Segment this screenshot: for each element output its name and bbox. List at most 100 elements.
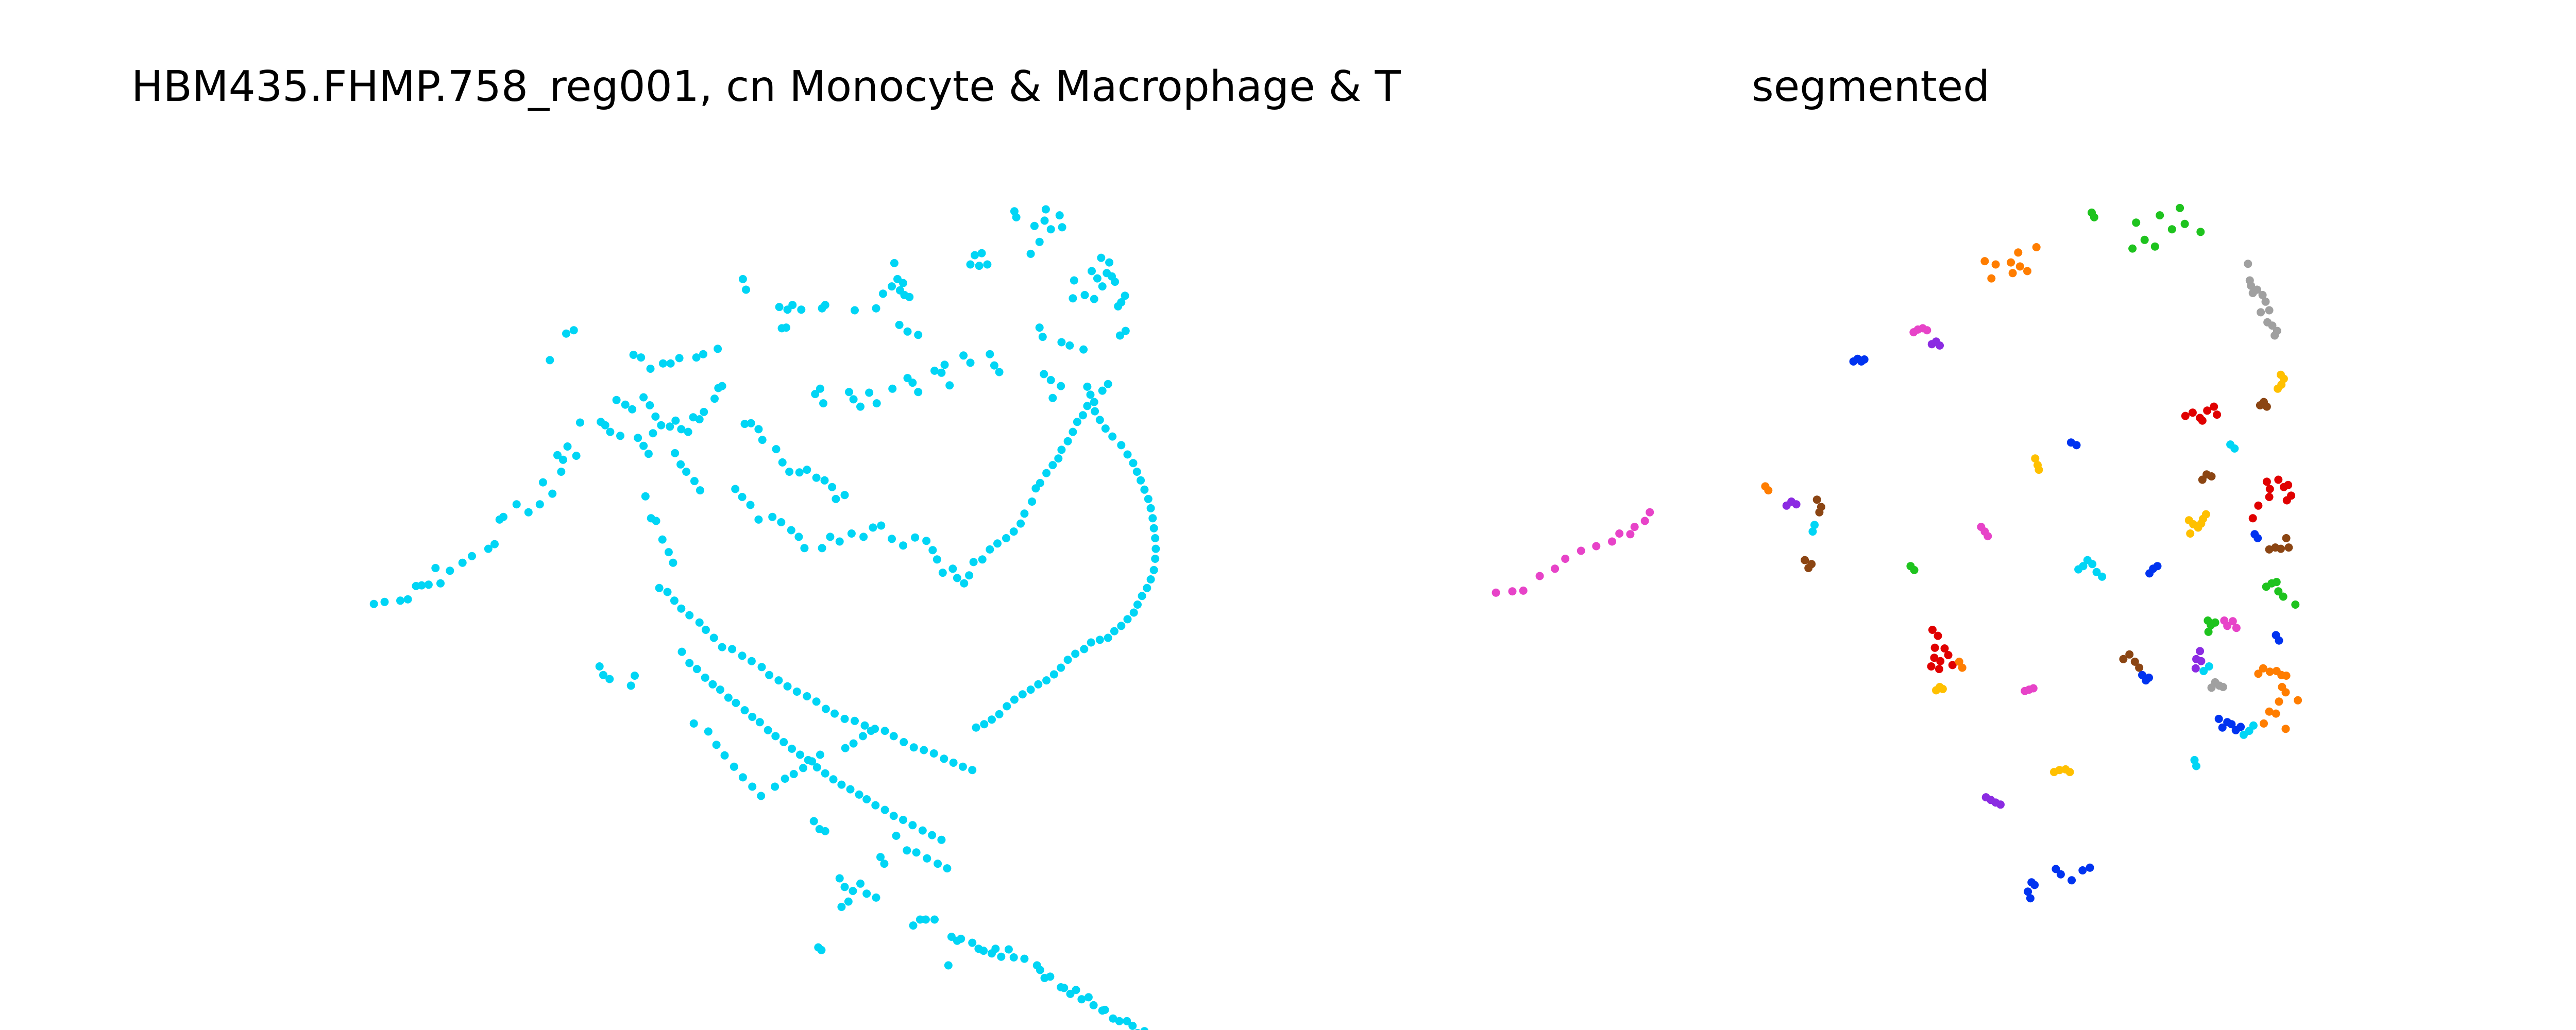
scatter-point [1009,527,1018,536]
scatter-point [730,762,738,771]
scatter-point [2119,655,2128,663]
scatter-point [2153,562,2162,571]
scatter-point [538,478,547,487]
scatter-point [1087,638,1095,647]
scatter-point [558,455,567,464]
scatter-point [2265,707,2274,716]
scatter-point [2031,454,2040,463]
scatter-point [1146,504,1155,512]
scatter-point [993,539,1002,548]
scatter-point [960,579,969,588]
scatter-point [928,546,937,555]
scatter-point [940,754,948,763]
scatter-point [1036,966,1044,974]
scatter-point [959,351,968,360]
scatter-point [2055,766,2064,775]
scatter-point [1091,407,1099,416]
scatter-point [821,769,829,778]
scatter-point [795,750,804,759]
scatter-point [909,921,918,930]
scatter-point [828,483,837,491]
scatter-point [1042,676,1051,685]
series-1-0 [2088,203,2205,253]
scatter-point [1608,537,1616,546]
scatter-point [708,680,717,689]
scatter-point [1065,341,1074,350]
scatter-point [1080,290,1089,299]
scatter-point [1123,1017,1131,1025]
scatter-point [844,897,853,906]
scatter-point [921,915,930,924]
scatter-point [2254,670,2263,678]
scatter-point [979,947,988,955]
scatter-point [1089,1001,1098,1009]
scatter-point [914,388,923,397]
scatter-point [424,580,433,589]
scatter-point [2274,475,2283,484]
scatter-point [675,354,684,363]
scatter-point [2192,762,2200,770]
scatter-point [811,390,820,399]
scatter-point [821,301,829,310]
scatter-point [2035,466,2043,474]
series-1-46 [1981,793,2005,809]
scatter-point [1100,1005,1109,1014]
scatter-point [849,395,858,404]
scatter-point [755,718,764,727]
scatter-point [862,889,871,898]
scatter-point [616,432,624,440]
scatter-point [738,651,747,660]
scatter-point [2205,662,2213,671]
series-1-8 [2181,402,2222,425]
scatter-point [1083,382,1092,391]
scatter-point [930,366,939,375]
scatter-point [890,259,899,267]
scatter-point [575,418,584,427]
scatter-point [851,716,859,725]
scatter-point [685,659,694,667]
scatter-point [788,301,797,310]
scatter-point [671,449,680,457]
scatter-point [1935,665,1943,674]
scatter-point [835,537,844,546]
scatter-point [2270,331,2279,340]
scatter-point [2228,617,2237,626]
series-1-31 [1927,626,1957,674]
scatter-point [1093,274,1101,283]
scatter-point [754,515,763,524]
scatter-point [1133,600,1142,609]
scatter-point [626,681,635,690]
series-1-42 [2214,714,2245,734]
scatter-point [983,260,992,269]
left-chart-title: HBM435.FHMP.758_reg001, cn Monocyte & Ma… [131,62,1401,111]
scatter-point [777,518,786,526]
scatter-point [2026,894,2035,903]
scatter-point [772,445,781,454]
scatter-point [775,303,784,312]
scatter-point [872,399,881,408]
scatter-point [899,816,907,824]
scatter-point [871,801,880,810]
scatter-point [1640,517,1649,525]
scatter-point [2247,281,2256,290]
scatter-point [1123,450,1132,459]
series-1-4 [1927,337,1944,350]
scatter-point [2029,684,2038,693]
scatter-point [595,662,604,671]
scatter-point [765,671,774,679]
scatter-point [2253,285,2261,294]
scatter-point [937,835,946,844]
scatter-point [995,368,1004,376]
scatter-point [1944,651,1953,659]
scatter-point [1111,278,1120,286]
series-1-24 [1906,562,1919,574]
scatter-point [2284,543,2293,552]
scatter-point [1151,534,1160,542]
scatter-point [572,452,581,460]
scatter-point [637,353,646,362]
scatter-point [2291,600,2300,609]
scatter-point [978,555,987,564]
scatter-point [1072,986,1080,994]
series-1-41 [2260,696,2302,733]
scatter-point [899,279,907,287]
